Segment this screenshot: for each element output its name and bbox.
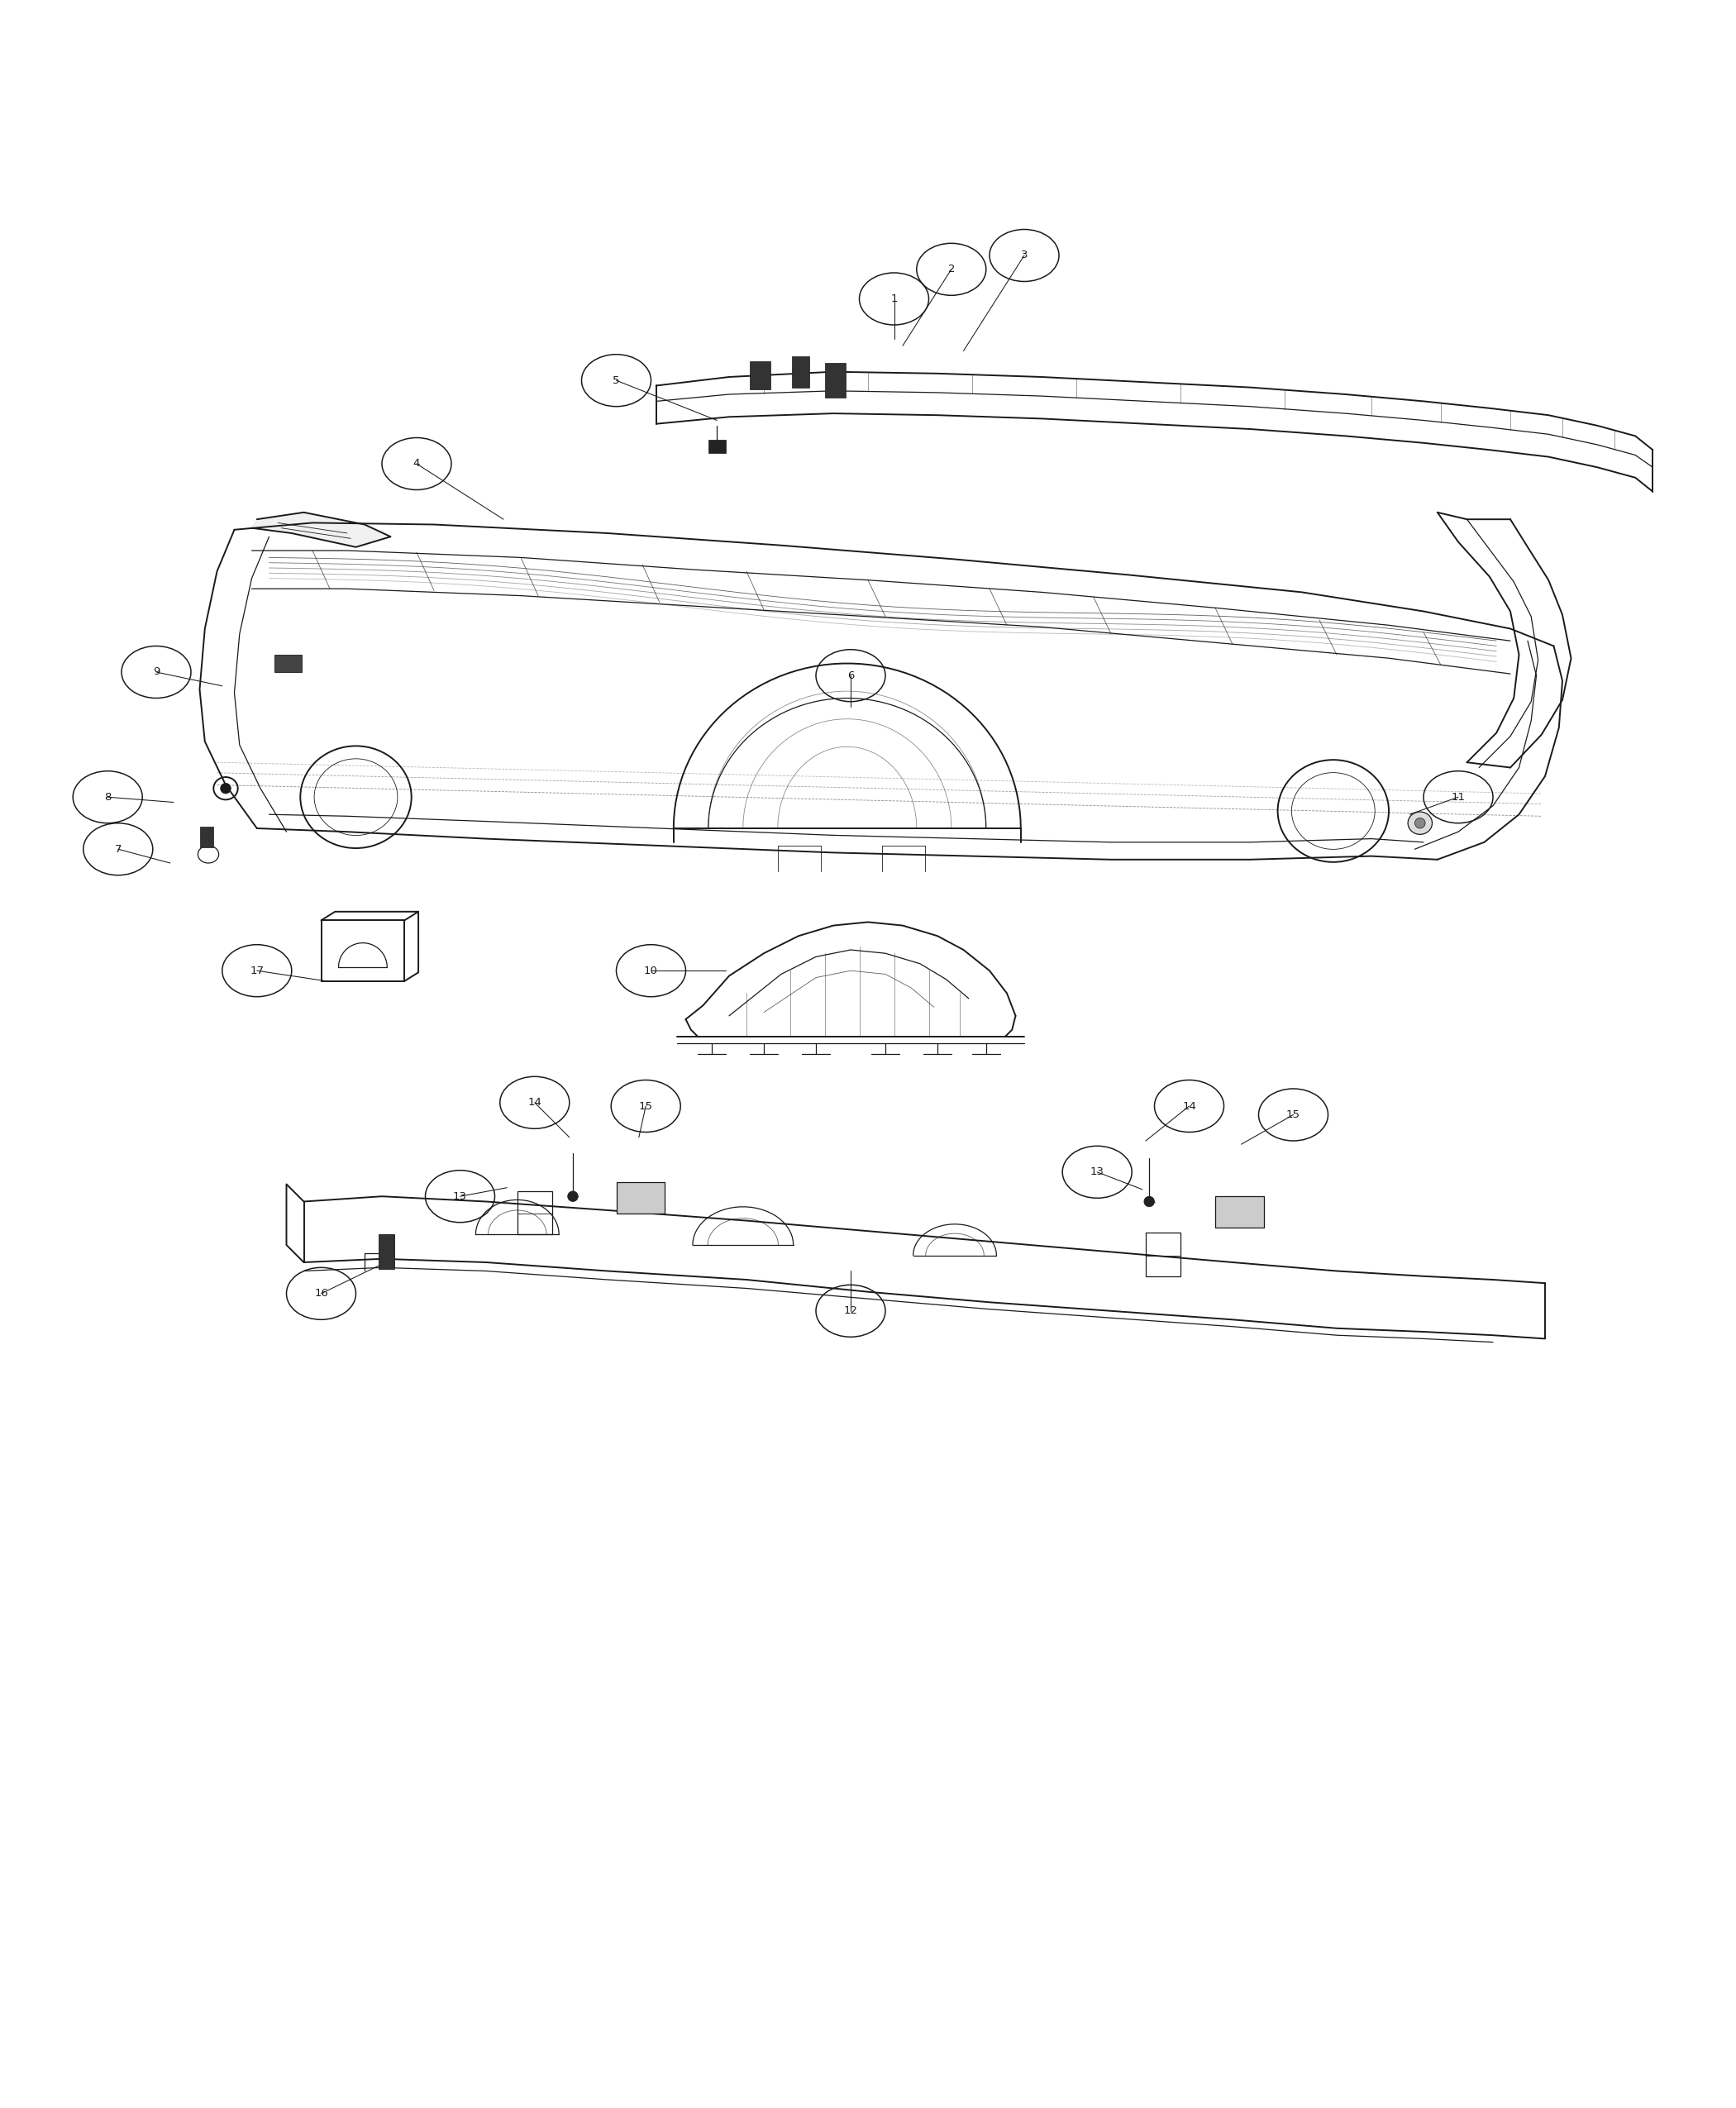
Text: 14: 14 bbox=[1182, 1100, 1196, 1111]
Text: 7: 7 bbox=[115, 843, 122, 854]
Bar bbox=[378, 1235, 394, 1269]
Bar bbox=[274, 656, 302, 672]
Bar bbox=[1146, 1233, 1180, 1275]
Bar bbox=[792, 356, 809, 388]
Bar bbox=[1215, 1197, 1264, 1227]
Text: 17: 17 bbox=[250, 965, 264, 976]
Ellipse shape bbox=[220, 784, 231, 793]
Text: 11: 11 bbox=[1451, 793, 1465, 803]
Text: 5: 5 bbox=[613, 375, 620, 386]
Text: 10: 10 bbox=[644, 965, 658, 976]
Polygon shape bbox=[252, 512, 391, 548]
Bar bbox=[616, 1183, 665, 1214]
Text: 9: 9 bbox=[153, 666, 160, 677]
Ellipse shape bbox=[1415, 818, 1425, 828]
Text: 13: 13 bbox=[1090, 1166, 1104, 1178]
Ellipse shape bbox=[1408, 812, 1432, 835]
Bar bbox=[200, 826, 214, 847]
Text: 8: 8 bbox=[104, 793, 111, 803]
Ellipse shape bbox=[568, 1191, 578, 1202]
Text: 13: 13 bbox=[453, 1191, 467, 1202]
Bar bbox=[321, 921, 404, 980]
Text: 2: 2 bbox=[948, 264, 955, 274]
Text: 15: 15 bbox=[639, 1100, 653, 1111]
Text: 4: 4 bbox=[413, 457, 420, 470]
Text: 12: 12 bbox=[844, 1305, 858, 1315]
Text: 1: 1 bbox=[891, 293, 898, 304]
Bar bbox=[708, 438, 726, 453]
Bar bbox=[517, 1191, 552, 1235]
Text: 14: 14 bbox=[528, 1098, 542, 1109]
Ellipse shape bbox=[1144, 1197, 1154, 1206]
Bar bbox=[825, 363, 845, 398]
Text: 6: 6 bbox=[847, 670, 854, 681]
Text: 16: 16 bbox=[314, 1288, 328, 1299]
Bar bbox=[750, 360, 771, 390]
Text: 15: 15 bbox=[1286, 1109, 1300, 1119]
Text: 3: 3 bbox=[1021, 251, 1028, 261]
